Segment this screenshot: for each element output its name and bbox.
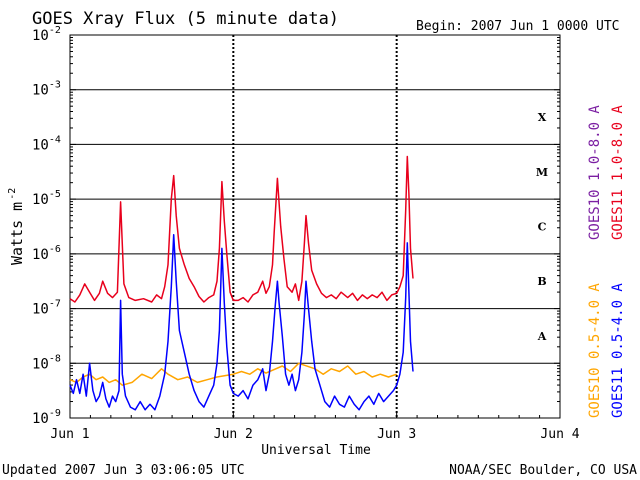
legend-text: GOES10 0.5-4.0 A GOES11 0.5-4.0 A: [587, 283, 626, 418]
y-tick-exp: -2: [49, 25, 61, 36]
y-tick-base: 10: [32, 411, 49, 427]
x-tick-label: Jun 3: [377, 427, 416, 442]
y-tick-base: 10: [32, 302, 49, 318]
source-label: NOAA/SEC Boulder, CO USA: [449, 463, 637, 478]
legend-text: GOES10 1.0-8.0 A GOES11 1.0-8.0 A: [587, 105, 626, 240]
chart-title: GOES Xray Flux (5 minute data): [32, 9, 339, 29]
series-line: [69, 155, 414, 303]
series-group: [69, 155, 414, 411]
y-axis-label: Watts m -2: [7, 188, 26, 265]
y-tick-label: 10-3: [32, 80, 61, 99]
legend-entry: GOES11 0.5-4.0 A: [610, 283, 626, 418]
x-tick-label: Jun 4: [540, 427, 579, 442]
flare-class-label: A: [537, 330, 547, 343]
flare-class-label: B: [537, 275, 546, 288]
y-tick-exp: -9: [49, 408, 61, 419]
y-tick-base: 10: [32, 192, 49, 208]
y-tick-exp: -3: [49, 80, 61, 91]
flare-class-label: X: [538, 111, 547, 124]
y-tick-label: 10-9: [32, 408, 61, 427]
legend-short: GOES10 0.5-4.0 A GOES11 0.5-4.0 A: [587, 283, 626, 418]
y-tick-label: 10-5: [32, 189, 61, 208]
y-axis-label-exp: -2: [7, 188, 18, 200]
y-tick-base: 10: [32, 247, 49, 263]
y-tick-base: 10: [32, 356, 49, 372]
y-tick-exp: -5: [49, 189, 61, 200]
y-tick-exp: -8: [49, 353, 61, 364]
legend-entry: GOES11 1.0-8.0 A: [610, 105, 626, 240]
flare-class-label: C: [538, 221, 547, 234]
y-axis-label-text: Watts m: [8, 202, 26, 265]
y-tick-label: 10-4: [32, 134, 61, 153]
y-tick-label: 10-6: [32, 244, 61, 263]
legend-entry: GOES10 0.5-4.0 A: [587, 283, 603, 418]
legend-long: GOES10 1.0-8.0 A GOES11 1.0-8.0 A: [587, 105, 626, 240]
y-tick-base: 10: [32, 28, 49, 44]
series-line: [69, 362, 397, 386]
x-tick-label: Jun 1: [50, 427, 89, 442]
x-tick-label: Jun 2: [214, 427, 253, 442]
y-tick-label: 10-2: [32, 25, 61, 44]
y-tick-label: 10-7: [32, 299, 61, 318]
day-dividers: [232, 35, 398, 418]
series-line: [69, 233, 414, 411]
x-axis-label: Universal Time: [261, 443, 371, 458]
gridlines: [70, 89, 560, 364]
flare-class-label: M: [536, 166, 548, 179]
y-tick-exp: -7: [49, 299, 61, 310]
y-tick-exp: -4: [49, 134, 61, 145]
flare-class-labels: X M C B A: [536, 111, 548, 343]
y-tick-base: 10: [32, 137, 49, 153]
legend-entry: GOES10 1.0-8.0 A: [587, 105, 603, 240]
y-tick-label: 10-8: [32, 353, 61, 372]
y-tick-base: 10: [32, 83, 49, 99]
x-axis-ticks: Jun 1 Jun 2 Jun 3 Jun 4: [50, 412, 580, 442]
y-axis-ticks: 10-210-310-410-510-610-710-810-9: [32, 25, 560, 427]
plot-frame: [69, 34, 561, 419]
begin-label: Begin: 2007 Jun 1 0000 UTC: [416, 19, 620, 34]
y-tick-exp: -6: [49, 244, 61, 255]
updated-label: Updated 2007 Jun 3 03:06:05 UTC: [2, 463, 245, 478]
